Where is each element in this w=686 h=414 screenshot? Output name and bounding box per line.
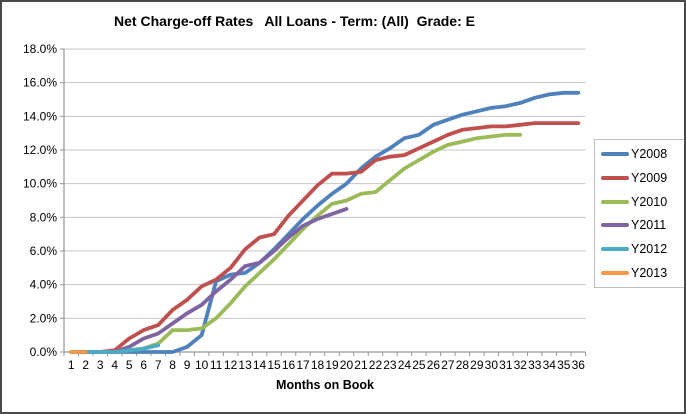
- x-tick-label: 29: [470, 358, 484, 372]
- y-tick-label: 0.0%: [30, 345, 58, 359]
- x-tick-label: 13: [238, 358, 252, 372]
- legend-label: Y2012: [631, 242, 668, 257]
- y-tick-label: 8.0%: [30, 210, 58, 224]
- series-line-y2009: [69, 121, 581, 354]
- x-tick-label: 34: [543, 358, 557, 372]
- legend-item-y2012: Y2012: [601, 237, 684, 261]
- legend-label: Y2011: [631, 218, 667, 233]
- x-tick-label: 27: [441, 358, 455, 372]
- x-tick-label: 25: [412, 358, 426, 372]
- x-tick-label: 6: [140, 358, 147, 372]
- y-tick-label: 4.0%: [30, 278, 58, 292]
- x-tick-label: 33: [528, 358, 542, 372]
- x-tick-label: 21: [354, 358, 368, 372]
- x-tick-label: 16: [282, 358, 296, 372]
- x-tick-label: 23: [383, 358, 397, 372]
- legend-item-y2011: Y2011: [601, 213, 684, 237]
- series-line-y2010: [69, 132, 523, 354]
- x-tick-label: 36: [572, 358, 586, 372]
- x-tick-label: 8: [169, 358, 176, 372]
- x-tick-label: 12: [224, 358, 238, 372]
- y-tick-label: 2.0%: [30, 311, 58, 325]
- legend-label: Y2013: [631, 266, 668, 281]
- y-tick-label: 12.0%: [23, 143, 57, 157]
- x-tick-label: 18: [311, 358, 325, 372]
- legend-label: Y2008: [631, 146, 668, 161]
- legend-line-swatch: [601, 199, 629, 204]
- x-tick-label: 30: [485, 358, 499, 372]
- legend-item-y2008: Y2008: [601, 142, 684, 166]
- legend-label: Y2009: [631, 170, 668, 185]
- x-tick-label: 24: [398, 358, 412, 372]
- chart-title: Net Charge-off Rates All Loans - Term: (…: [114, 13, 475, 29]
- x-tick-label: 26: [427, 358, 441, 372]
- legend-item-y2009: Y2009: [601, 166, 684, 190]
- x-tick-label: 17: [296, 358, 310, 372]
- x-tick-label: 2: [82, 358, 89, 372]
- legend-label: Y2010: [631, 194, 668, 209]
- x-tick-label: 15: [267, 358, 281, 372]
- legend-item-y2013: Y2013: [601, 261, 684, 285]
- x-tick-label: 32: [514, 358, 528, 372]
- y-tick-label: 6.0%: [30, 244, 58, 258]
- series-line-y2011: [69, 206, 349, 354]
- x-tick-label: 19: [325, 358, 339, 372]
- x-tick-label: 7: [155, 358, 162, 372]
- legend-line-swatch: [601, 271, 629, 276]
- y-tick-label: 16.0%: [23, 76, 57, 90]
- legend-line-swatch: [601, 223, 629, 228]
- legend-item-y2010: Y2010: [601, 190, 684, 214]
- y-tick-label: 14.0%: [23, 109, 57, 123]
- legend-line-swatch: [601, 151, 629, 156]
- legend-line-swatch: [601, 247, 629, 252]
- x-tick-label: 28: [456, 358, 470, 372]
- x-tick-label: 10: [195, 358, 209, 372]
- x-tick-label: 31: [499, 358, 513, 372]
- x-tick-label: 9: [184, 358, 191, 372]
- series-line-y2008: [69, 90, 581, 354]
- x-tick-label: 3: [97, 358, 104, 372]
- y-tick-label: 10.0%: [23, 177, 57, 191]
- y-tick-label: 18.0%: [23, 42, 57, 56]
- x-tick-label: 20: [340, 358, 354, 372]
- x-tick-label: 5: [126, 358, 133, 372]
- x-tick-label: 14: [253, 358, 267, 372]
- x-tick-label: 11: [210, 358, 223, 372]
- x-tick-label: 22: [369, 358, 383, 372]
- x-axis-title: Months on Book: [276, 378, 374, 392]
- legend-line-swatch: [601, 175, 629, 180]
- x-tick-label: 35: [557, 358, 571, 372]
- x-tick-label: 1: [68, 358, 75, 372]
- legend: Y2008 Y2009 Y2010 Y2011 Y2012 Y2013: [594, 139, 684, 288]
- x-tick-label: 4: [111, 358, 118, 372]
